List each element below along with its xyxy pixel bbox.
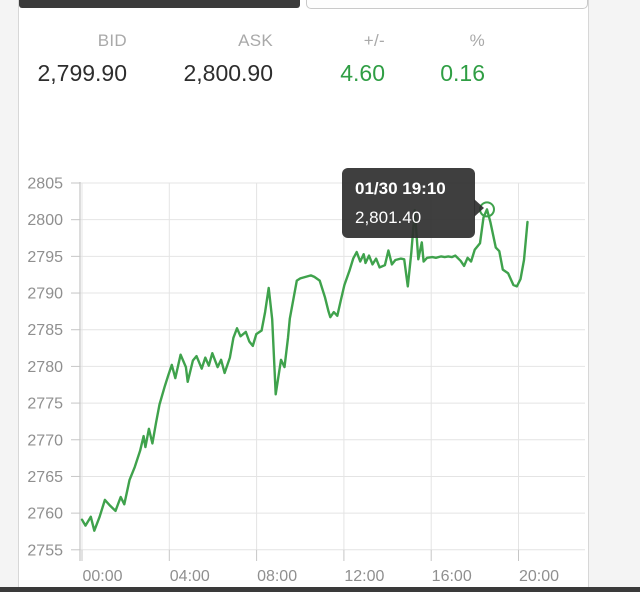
x-tick-label: 16:00 [432,568,472,585]
y-tick-label: 2795 [27,249,63,266]
y-tick-label: 2805 [27,176,63,193]
tab-active[interactable] [19,0,300,8]
y-tick-label: 2800 [27,212,63,229]
tooltip-arrow-icon [474,199,484,217]
y-tick-label: 2760 [27,506,63,523]
y-tick-label: 2765 [27,469,63,486]
percent-label: % [469,31,485,50]
x-tick-label: 08:00 [257,568,297,585]
y-tick-label: 2785 [27,322,63,339]
percent-column: % 0.16 [395,31,485,87]
y-tick-label: 2770 [27,432,63,449]
tab-inactive[interactable] [306,0,588,9]
y-tick-label: 2755 [27,542,63,559]
bid-label: BID [97,31,127,50]
change-label: +/- [363,31,385,50]
bottom-bar [0,587,640,592]
ask-value[interactable]: 2,800.90 [183,60,273,86]
change-column: +/- 4.60 [285,31,385,87]
change-value: 4.60 [340,60,385,86]
price-line [80,208,529,532]
right-gutter [588,0,640,587]
ask-label: ASK [238,31,273,50]
y-tick-label: 2780 [27,359,63,376]
tooltip-price: 2,801.40 [355,208,422,227]
x-tick-label: 00:00 [82,568,122,585]
bid-value[interactable]: 2,799.90 [37,60,127,86]
ask-column: ASK 2,800.90 [147,31,273,87]
x-tick-label: 04:00 [170,568,210,585]
chart-tooltip: 01/30 19:10 2,801.40 [342,168,484,238]
y-tick-label: 2790 [27,286,63,303]
bid-column: BID 2,799.90 [19,31,127,87]
x-tick-label: 12:00 [344,568,384,585]
x-tick-label: 20:00 [519,568,559,585]
percent-value: 0.16 [440,60,485,86]
tooltip-datetime: 01/30 19:10 [355,179,446,198]
left-gutter [0,0,19,587]
y-tick-label: 2775 [27,396,63,413]
